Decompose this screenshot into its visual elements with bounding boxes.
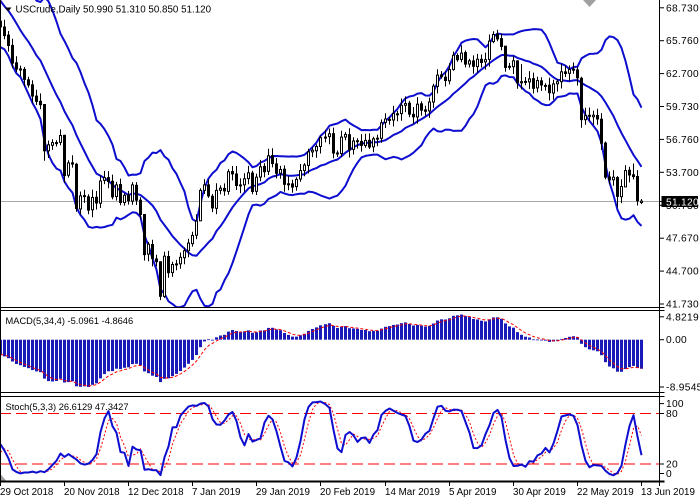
svg-text:41.730: 41.730 <box>666 300 699 311</box>
svg-text:62.700: 62.700 <box>666 69 699 80</box>
svg-text:13 Jun 2019: 13 Jun 2019 <box>641 487 695 498</box>
svg-text:20: 20 <box>666 460 678 471</box>
svg-text:Stoch(5,3,3) 26.6129 47.3427: Stoch(5,3,3) 26.6129 47.3427 <box>6 402 129 412</box>
svg-text:-8.9545: -8.9545 <box>666 383 700 394</box>
svg-text:56.760: 56.760 <box>666 135 699 146</box>
svg-text:29 Oct 2018: 29 Oct 2018 <box>0 487 54 498</box>
svg-text:47.670: 47.670 <box>666 234 699 245</box>
svg-text:5 Apr 2019: 5 Apr 2019 <box>449 487 496 498</box>
svg-text:68.730: 68.730 <box>666 3 699 14</box>
svg-text:59.730: 59.730 <box>666 102 699 113</box>
svg-text:65.760: 65.760 <box>666 36 699 47</box>
svg-text:44.700: 44.700 <box>666 267 699 278</box>
svg-text:14 Mar 2019: 14 Mar 2019 <box>385 487 440 498</box>
svg-text:USCrude,Daily 50.990 51.310 5: USCrude,Daily 50.990 51.310 50.850 51.12… <box>16 5 212 16</box>
svg-text:20 Nov 2018: 20 Nov 2018 <box>64 487 120 498</box>
svg-text:80: 80 <box>666 409 678 420</box>
svg-text:30 Apr 2019: 30 Apr 2019 <box>513 487 566 498</box>
svg-text:0: 0 <box>666 469 672 480</box>
svg-text:12 Dec 2018: 12 Dec 2018 <box>128 487 184 498</box>
svg-text:20 Feb 2019: 20 Feb 2019 <box>320 487 375 498</box>
svg-text:7 Jan 2019: 7 Jan 2019 <box>192 487 240 498</box>
svg-text:53.700: 53.700 <box>666 168 699 179</box>
svg-text:0.00: 0.00 <box>666 335 687 346</box>
svg-text:22 May 2019: 22 May 2019 <box>577 487 634 498</box>
svg-text:MACD(5,34,4) -5.0961 -4.8646: MACD(5,34,4) -5.0961 -4.8646 <box>6 316 134 326</box>
svg-text:100: 100 <box>666 399 684 410</box>
svg-text:51.120: 51.120 <box>666 197 699 208</box>
svg-text:29 Jan 2019: 29 Jan 2019 <box>256 487 310 498</box>
svg-text:4.8219: 4.8219 <box>666 312 699 323</box>
